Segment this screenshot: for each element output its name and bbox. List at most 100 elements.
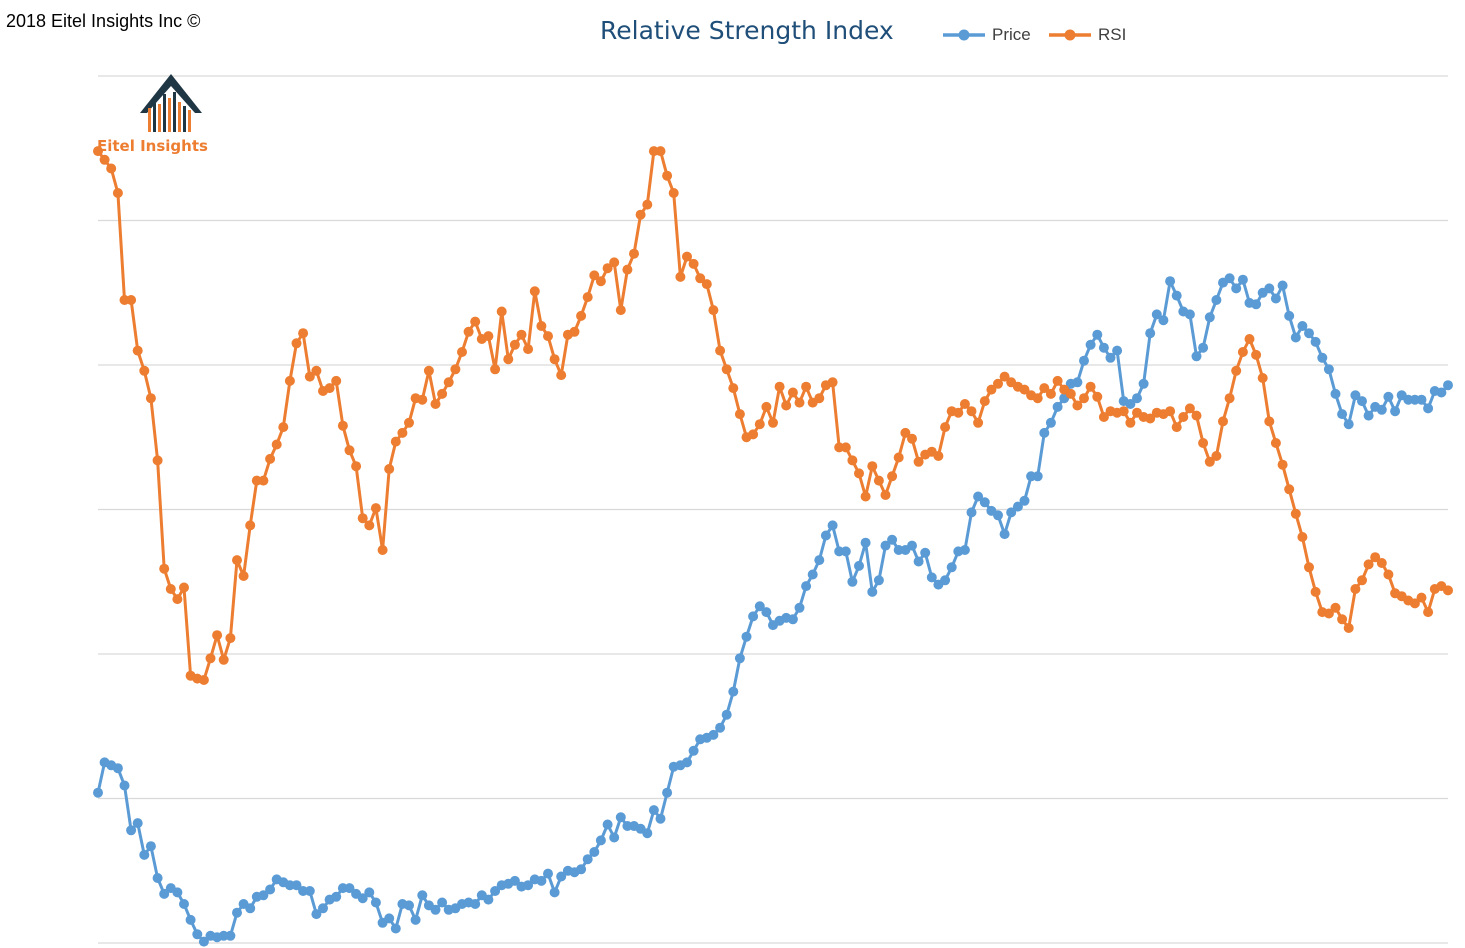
data-point-rsi bbox=[1085, 381, 1096, 392]
data-point-price bbox=[1204, 312, 1215, 323]
data-point-price bbox=[304, 886, 315, 896]
data-point-rsi bbox=[993, 378, 1003, 389]
data-point-price bbox=[708, 729, 719, 740]
data-point-rsi bbox=[1072, 400, 1083, 411]
data-point-rsi bbox=[1251, 349, 1262, 360]
data-point-rsi bbox=[999, 371, 1010, 382]
data-point-rsi bbox=[265, 453, 276, 464]
data-point-price bbox=[483, 894, 494, 905]
data-point-rsi bbox=[198, 675, 209, 685]
data-point-price bbox=[1165, 276, 1176, 287]
data-point-rsi bbox=[139, 365, 150, 376]
data-point-rsi bbox=[232, 555, 242, 566]
data-point-price bbox=[1277, 280, 1288, 291]
data-point-rsi bbox=[152, 455, 163, 466]
data-point-price bbox=[132, 818, 143, 829]
data-point-price bbox=[576, 864, 587, 875]
data-point-price bbox=[1310, 336, 1321, 347]
data-point-price bbox=[509, 875, 520, 886]
data-point-price bbox=[1297, 321, 1308, 331]
data-point-price bbox=[920, 547, 931, 558]
data-point-rsi bbox=[635, 209, 646, 220]
data-point-rsi bbox=[1171, 422, 1182, 433]
data-point-rsi bbox=[1370, 552, 1381, 563]
data-point-price bbox=[357, 893, 368, 904]
data-point-price bbox=[1317, 352, 1328, 363]
data-point-rsi bbox=[1323, 608, 1334, 619]
data-point-price bbox=[966, 507, 977, 518]
data-point-rsi bbox=[1184, 403, 1195, 414]
data-point-price bbox=[1390, 406, 1401, 417]
data-point-price bbox=[820, 530, 831, 541]
data-point-rsi bbox=[1191, 410, 1202, 421]
data-point-rsi bbox=[1092, 391, 1103, 402]
data-point-rsi bbox=[721, 364, 732, 375]
data-point-rsi bbox=[1443, 585, 1453, 596]
data-point-rsi bbox=[629, 248, 639, 259]
data-point-price bbox=[1006, 507, 1017, 518]
data-point-price bbox=[1224, 273, 1235, 284]
data-point-rsi bbox=[417, 394, 428, 405]
data-point-price bbox=[126, 825, 137, 836]
data-point-price bbox=[655, 813, 666, 824]
data-point-rsi bbox=[715, 345, 726, 356]
data-point-rsi bbox=[854, 468, 864, 479]
data-point-rsi bbox=[238, 571, 249, 581]
data-point-rsi bbox=[556, 370, 567, 381]
legend-rsi: RSI bbox=[1048, 25, 1126, 45]
data-point-rsi bbox=[165, 584, 176, 594]
data-point-rsi bbox=[768, 417, 778, 428]
data-point-rsi bbox=[887, 471, 898, 482]
data-point-price bbox=[827, 520, 838, 531]
data-point-rsi bbox=[701, 279, 712, 290]
data-point-rsi bbox=[748, 429, 759, 440]
data-point-price bbox=[688, 745, 699, 756]
data-point-rsi bbox=[595, 276, 606, 287]
data-point-price bbox=[390, 923, 401, 934]
data-point-price bbox=[1151, 309, 1162, 320]
data-point-rsi bbox=[953, 407, 964, 418]
data-point-rsi bbox=[423, 365, 434, 376]
data-point-rsi bbox=[93, 146, 103, 157]
data-point-price bbox=[119, 780, 130, 791]
data-point-rsi bbox=[1363, 559, 1374, 570]
data-point-price bbox=[979, 497, 990, 508]
logo-text: Eitel Insights bbox=[97, 137, 208, 155]
data-point-price bbox=[145, 841, 156, 852]
data-point-price bbox=[172, 887, 183, 898]
data-point-rsi bbox=[913, 456, 924, 467]
data-point-price bbox=[536, 875, 547, 886]
data-point-price bbox=[721, 709, 732, 720]
data-point-price bbox=[198, 936, 209, 947]
data-point-rsi bbox=[966, 406, 977, 417]
data-point-price bbox=[794, 602, 805, 613]
data-point-rsi bbox=[602, 263, 613, 274]
data-point-price bbox=[1423, 403, 1434, 414]
data-point-price bbox=[748, 611, 759, 622]
data-point-price bbox=[589, 847, 600, 857]
legend-price-marker bbox=[943, 29, 985, 41]
data-point-rsi bbox=[503, 354, 514, 365]
data-point-price bbox=[1357, 396, 1367, 407]
series-line-price bbox=[96, 276, 1450, 944]
data-point-price bbox=[318, 903, 328, 914]
data-point-rsi bbox=[106, 163, 117, 174]
data-point-rsi bbox=[761, 401, 772, 412]
data-point-rsi bbox=[959, 399, 970, 409]
data-point-rsi bbox=[1125, 417, 1136, 428]
data-point-price bbox=[225, 930, 236, 941]
data-point-rsi bbox=[271, 439, 282, 450]
data-point-rsi bbox=[159, 563, 170, 574]
data-point-price bbox=[523, 880, 534, 891]
data-point-price bbox=[152, 873, 163, 883]
data-point-price bbox=[582, 854, 593, 865]
data-point-price bbox=[728, 686, 739, 697]
data-point-price bbox=[404, 900, 414, 911]
data-point-rsi bbox=[1416, 592, 1427, 603]
data-point-price bbox=[1343, 419, 1354, 430]
data-point-price bbox=[642, 828, 653, 839]
data-point-price bbox=[1125, 399, 1136, 409]
data-point-rsi bbox=[907, 433, 917, 444]
data-point-price bbox=[999, 529, 1010, 540]
data-point-price bbox=[1237, 274, 1248, 285]
